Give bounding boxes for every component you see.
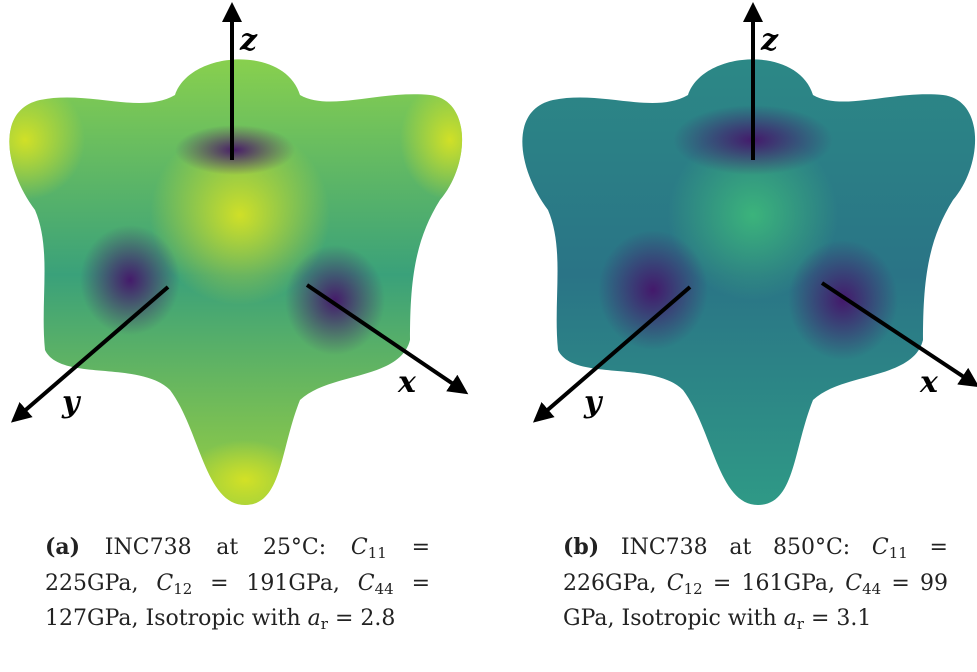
z-label: z [760, 23, 779, 58]
panel-label: (b) [563, 534, 599, 560]
symbol: C [351, 535, 368, 560]
value: = 3.1 [811, 606, 871, 631]
value: = 161GPa, [713, 571, 835, 596]
value: = 2.8 [335, 606, 395, 631]
constant: C12 = 161GPa, [667, 571, 835, 596]
z-label: z [239, 23, 258, 58]
symbol: a [308, 606, 321, 631]
caption: (b) INC738 at 850°C: C11 = 226GPa, C12 =… [563, 530, 948, 637]
symbol: C [667, 571, 684, 596]
note: Isotropic with [622, 606, 777, 631]
subscript: 44 [862, 580, 881, 598]
subscript: 12 [173, 580, 192, 598]
note: Isotropic with [146, 606, 301, 631]
symbol: C [156, 571, 173, 596]
symbol: C [845, 571, 862, 596]
subscript: 11 [368, 544, 387, 562]
symbol: C [358, 571, 375, 596]
panel-label: (a) [45, 534, 80, 560]
ratio: ar = 2.8 [308, 606, 396, 631]
x-label: x [919, 365, 939, 400]
symbol: a [784, 606, 797, 631]
x-label: x [397, 365, 417, 400]
material: INC738 at 850°C: [621, 535, 850, 560]
subscript: 44 [375, 580, 394, 598]
constant: C12 = 191GPa, [156, 571, 340, 596]
subscript: 11 [889, 544, 908, 562]
value: = 191GPa, [210, 571, 340, 596]
y-label: y [583, 385, 604, 420]
material: INC738 at 25°C: [105, 535, 326, 560]
surface-a [0, 40, 500, 520]
renderings: z y x z y x [0, 0, 977, 520]
figure: z y x z y x (a) INC738 at 25°C: C11 = 22… [0, 0, 977, 672]
ratio: ar = 3.1 [784, 606, 872, 631]
subscript: 12 [684, 580, 703, 598]
subscript: r [321, 615, 328, 633]
surface-b [513, 40, 977, 510]
symbol: C [872, 535, 889, 560]
subscript: r [797, 615, 804, 633]
caption: (a) INC738 at 25°C: C11 = 225GPa, C12 = … [45, 530, 430, 637]
y-label: y [61, 385, 82, 420]
